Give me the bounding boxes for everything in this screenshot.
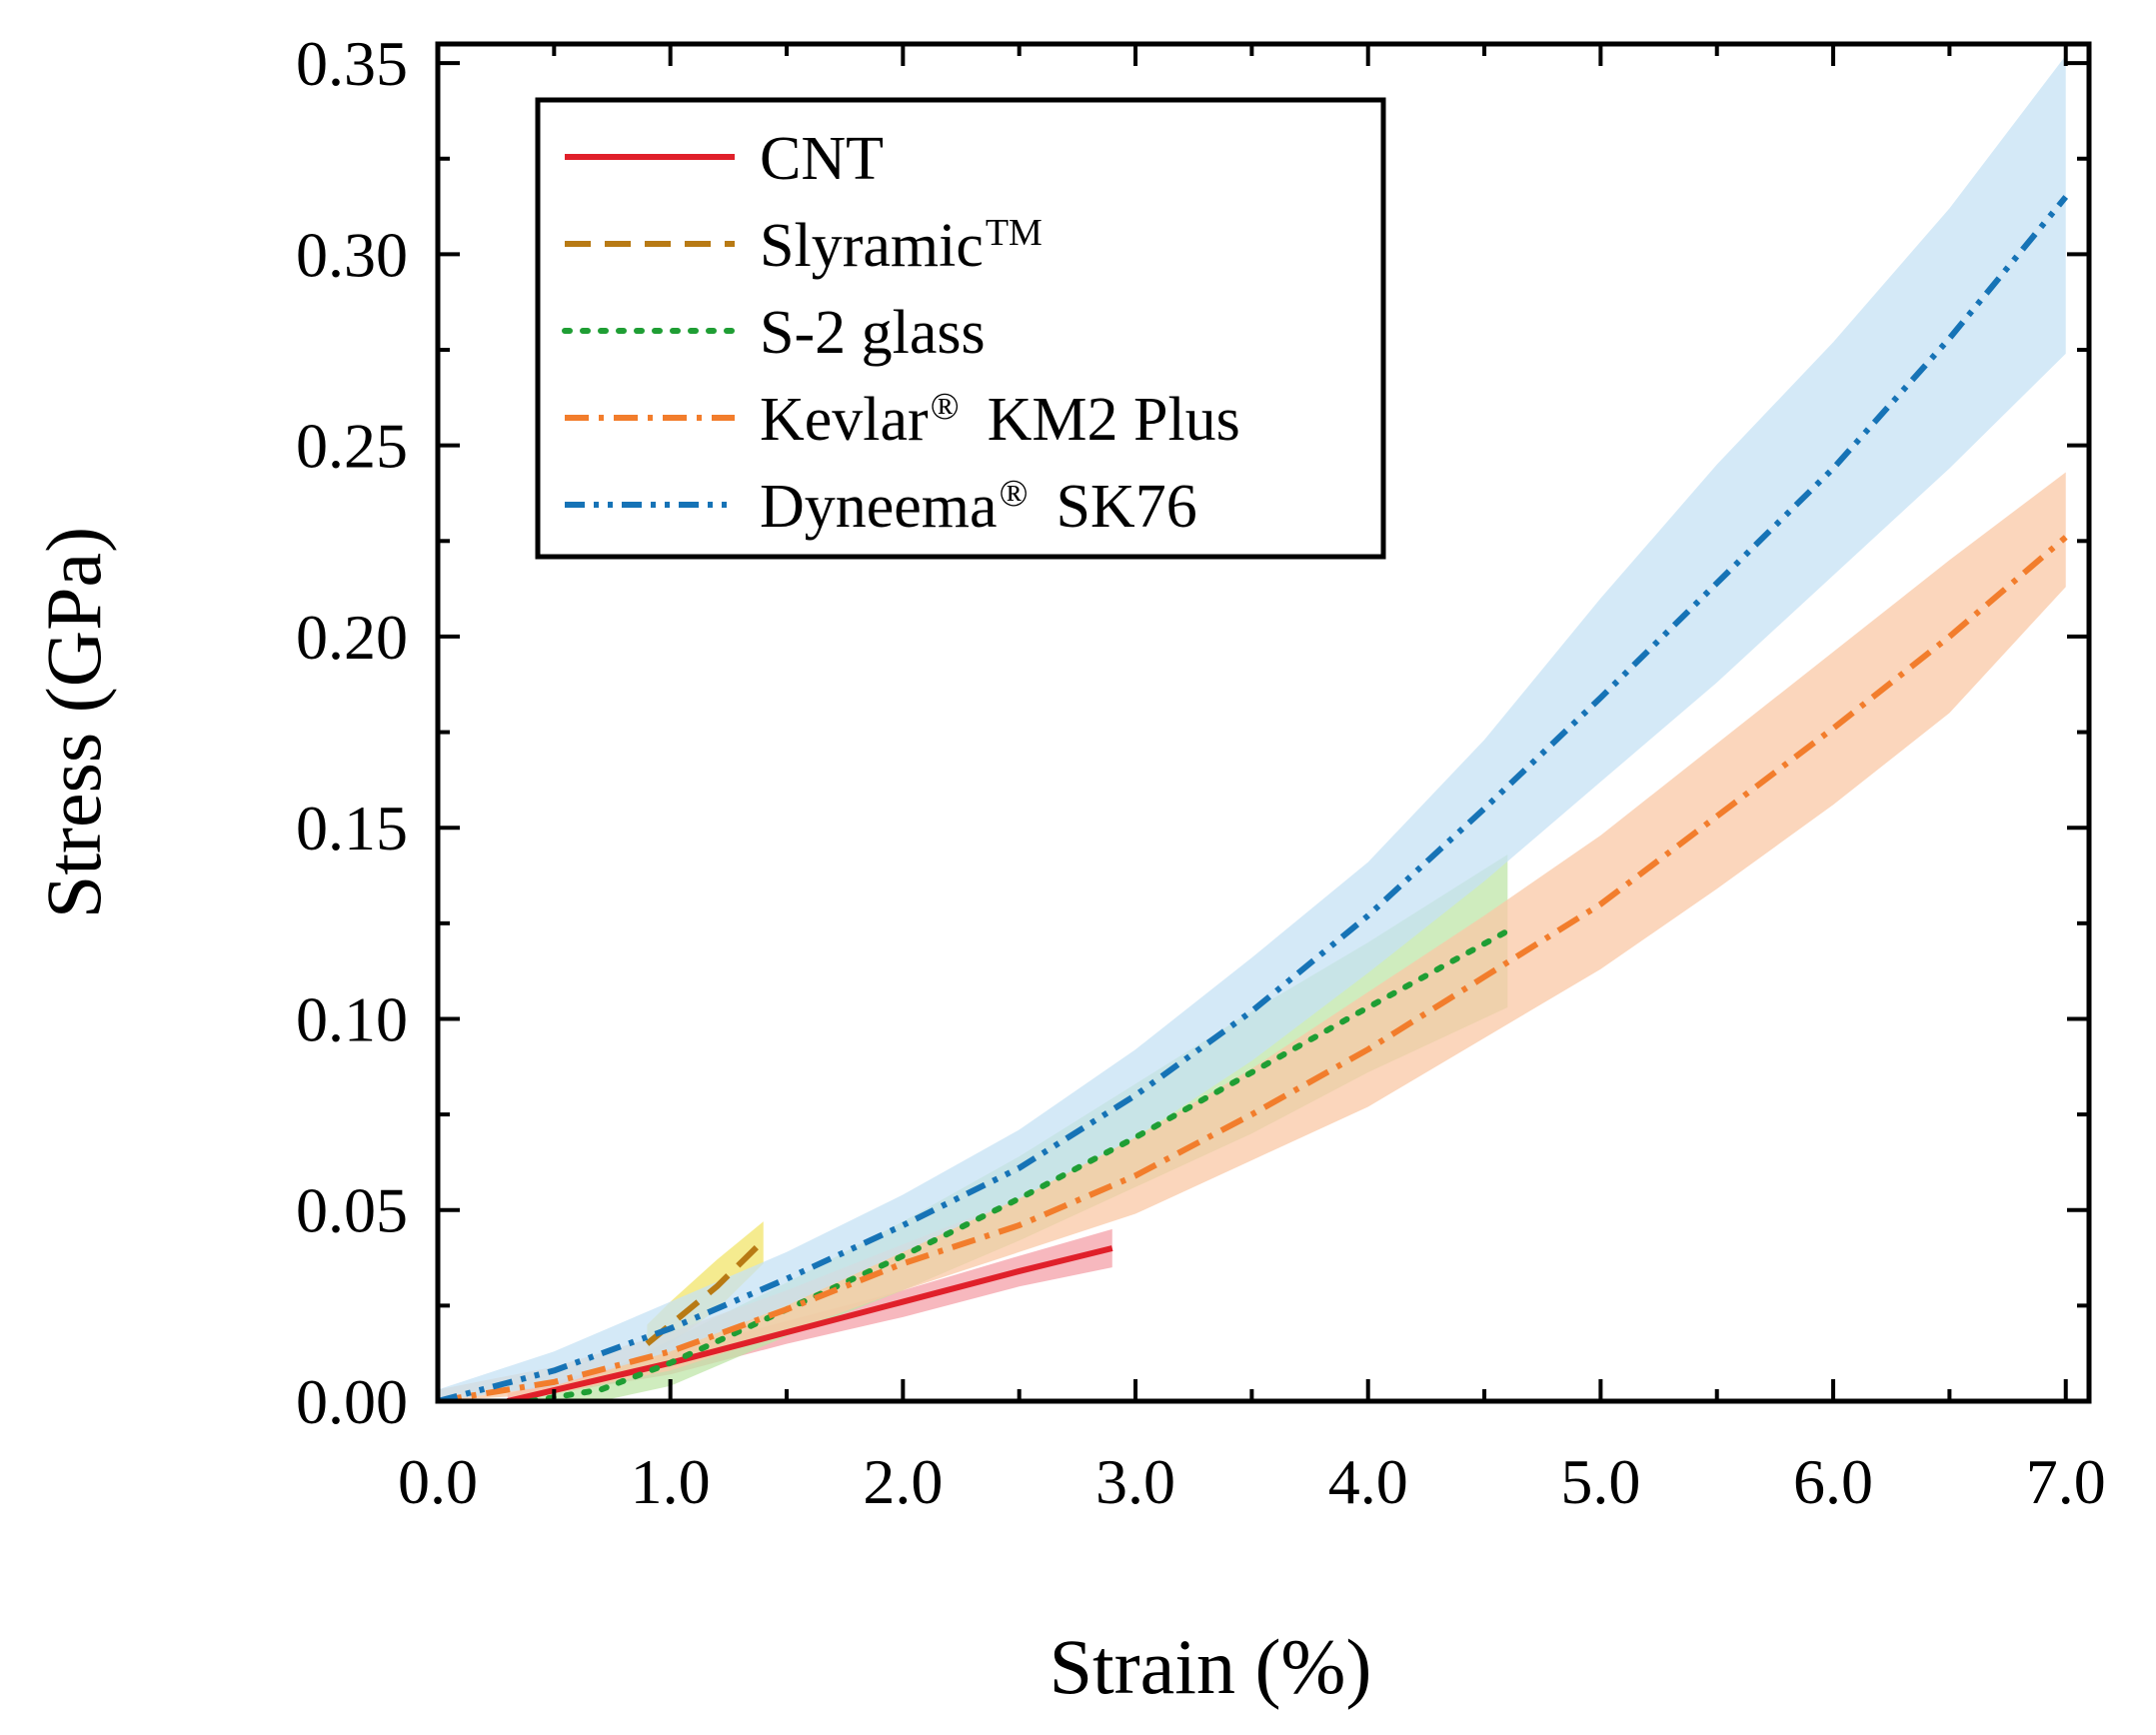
x-tick-label: 5.0 [1560,1446,1640,1517]
legend-name: S-2 glass [760,299,986,367]
y-tick-label: 0.00 [296,1366,408,1437]
legend-entry-s-2-glass: S-2 glass [562,299,986,367]
s-2-glass-line [528,927,1511,1401]
y-tick-label: 0.05 [296,1175,408,1246]
legend-label-dyneema: Dyneema® SK76 [760,473,1197,541]
legend-superscript: ® [931,386,960,428]
x-axis-label: Strain (%) [1050,1623,1372,1710]
confidence-bands [438,55,2066,1401]
legend-suffix: KM2 Plus [988,386,1240,454]
x-tick-label: 4.0 [1328,1446,1408,1517]
y-axis-label: Stress (GPa) [30,527,117,918]
x-tick-label: 7.0 [2026,1446,2106,1517]
legend-name: Kevlar [760,386,929,454]
legend-suffix: SK76 [1056,473,1196,541]
legend-superscript: TM [986,212,1043,254]
x-tick-label: 0.0 [398,1446,478,1517]
x-tick-label: 3.0 [1095,1446,1175,1517]
x-axis-ticks: 0.0 1.0 2.0 3.0 4.0 5.0 6.0 7.0 [398,44,2106,1517]
legend-label-s-2-glass: S-2 glass [760,299,986,367]
kevlar-band [438,472,2066,1401]
legend-label-cnt: CNT [760,125,884,193]
legend-superscript: ® [1000,473,1029,515]
legend-label-slyramic: SlyramicTM [760,212,1043,280]
legend-entry-slyramic: SlyramicTM [565,212,1043,280]
y-axis-ticks: 0.00 0.05 0.10 0.15 0.20 0.25 0.30 0.35 [296,28,2089,1437]
plot-frame [435,41,2092,1404]
y-tick-label: 0.10 [296,983,408,1054]
y-tick-label: 0.15 [296,793,408,864]
x-tick-label: 6.0 [1793,1446,1873,1517]
legend-entry-dyneema: Dyneema® SK76 [565,473,1197,541]
legend-name: CNT [760,125,884,193]
legend-entry-kevlar: Kevlar® KM2 Plus [565,386,1240,454]
y-tick-label: 0.20 [296,602,408,673]
y-tick-label: 0.30 [296,219,408,290]
legend-name: Slyramic [760,212,984,280]
dyneema-line [438,195,2069,1401]
x-tick-label: 1.0 [631,1446,711,1517]
kevlar-line [438,535,2068,1401]
legend-label-kevlar: Kevlar® KM2 Plus [760,386,1240,454]
cnt-line [507,1245,1113,1401]
series-lines [438,195,2069,1401]
y-tick-label: 0.35 [296,28,408,99]
legend-entry-cnt: CNT [565,125,884,193]
x-tick-label: 2.0 [863,1446,943,1517]
legend-name: Dyneema [760,473,998,541]
y-tick-label: 0.25 [296,411,408,482]
